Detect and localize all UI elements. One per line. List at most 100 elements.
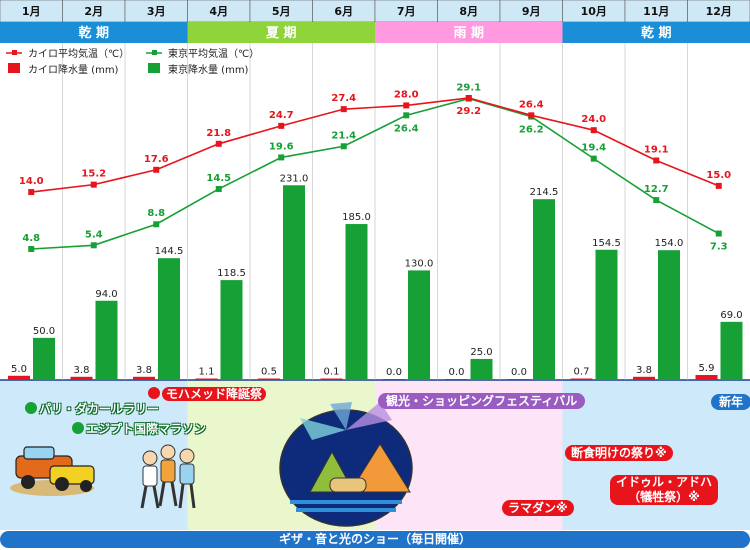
legend-label: 東京降水量 (mm) xyxy=(168,63,249,76)
bar-label-cairo: 0.1 xyxy=(324,367,340,378)
event-dot xyxy=(72,422,84,434)
bar-label-tokyo: 50.0 xyxy=(33,326,55,337)
pyramids-light-show-illustration xyxy=(279,402,413,527)
rally-car-illustration xyxy=(10,446,95,496)
line-point xyxy=(215,185,222,192)
event-mohammed-birthday: モハメッド降誕祭 xyxy=(148,386,267,402)
temp-label-tokyo: 21.4 xyxy=(331,130,356,141)
legend-bar-swatch xyxy=(8,63,20,73)
bar-label-tokyo: 130.0 xyxy=(405,258,434,269)
line-point xyxy=(153,166,160,173)
line-point xyxy=(90,181,97,188)
temp-label-cairo: 15.2 xyxy=(81,169,106,180)
season-band xyxy=(562,22,750,43)
bar-cairo-precip xyxy=(133,376,155,380)
line-tokyo-temp xyxy=(31,97,720,250)
bar-label-tokyo: 94.0 xyxy=(95,289,117,300)
bar-tokyo-precip xyxy=(533,199,555,380)
event-new-year: 新年 xyxy=(711,394,750,410)
line-point xyxy=(403,112,410,119)
bar-tokyo-precip xyxy=(33,337,55,380)
bar-label-tokyo: 214.5 xyxy=(530,187,559,198)
line-point xyxy=(28,189,35,196)
line-point xyxy=(528,112,535,119)
temp-label-cairo: 27.4 xyxy=(331,93,356,104)
line-point xyxy=(215,140,222,147)
month-label: 12月 xyxy=(706,5,732,18)
event-ramadan: ラマダン※ xyxy=(502,500,574,516)
bar-label-cairo: 3.8 xyxy=(74,365,90,376)
line-point xyxy=(590,127,597,134)
bar-label-tokyo: 154.5 xyxy=(592,238,621,249)
bar-tokyo-precip xyxy=(658,250,680,380)
bar-cairo-precip xyxy=(508,379,530,380)
temp-label-tokyo: 19.4 xyxy=(581,143,606,154)
bar-label-cairo: 5.0 xyxy=(11,364,27,375)
bar-cairo-precip xyxy=(258,378,280,380)
temp-label-cairo: 21.8 xyxy=(206,128,231,139)
month-label: 5月 xyxy=(272,5,291,18)
month-label: 8月 xyxy=(459,5,478,18)
bar-tokyo-precip xyxy=(283,185,305,380)
event-shopping-festival: 観光・ショッピングフェスティバル xyxy=(378,393,586,409)
line-point xyxy=(340,143,347,150)
event-dot xyxy=(25,402,37,414)
temp-label-tokyo: 12.7 xyxy=(644,184,669,195)
temp-label-cairo: 24.0 xyxy=(581,114,606,125)
bar-tokyo-precip xyxy=(95,300,118,380)
temp-label-tokyo: 7.3 xyxy=(710,242,728,253)
temp-label-tokyo: 29.1 xyxy=(456,83,481,94)
temp-label-cairo: 14.0 xyxy=(19,176,44,187)
bar-label-tokyo: 144.5 xyxy=(155,246,184,257)
bar-label-cairo: 3.8 xyxy=(136,365,152,376)
temp-label-tokyo: 8.8 xyxy=(147,208,165,219)
bar-label-tokyo: 25.0 xyxy=(470,347,492,358)
bar-label-cairo: 1.1 xyxy=(199,367,215,378)
bar-cairo-precip xyxy=(8,375,30,380)
temp-label-cairo: 17.6 xyxy=(144,154,169,165)
temp-label-cairo: 29.2 xyxy=(456,106,481,117)
season-band xyxy=(187,22,375,43)
month-label: 6月 xyxy=(334,5,353,18)
line-point xyxy=(715,230,722,237)
bar-tokyo-precip xyxy=(158,258,180,380)
bar-cairo-precip xyxy=(570,378,593,380)
bar-tokyo-precip xyxy=(470,358,493,380)
bar-label-cairo: 0.7 xyxy=(574,367,590,378)
temp-label-tokyo: 4.8 xyxy=(22,233,40,244)
month-label: 10月 xyxy=(581,5,607,18)
month-label: 9月 xyxy=(522,5,541,18)
month-label: 7月 xyxy=(397,5,416,18)
legend-label: 東京平均気温（℃） xyxy=(168,47,259,60)
month-label: 2月 xyxy=(84,5,103,18)
line-cairo-temp xyxy=(31,97,720,193)
temp-label-cairo: 24.7 xyxy=(269,110,294,121)
bar-label-tokyo: 231.0 xyxy=(280,173,309,184)
month-label: 1月 xyxy=(22,5,41,18)
season-label: 乾 期 xyxy=(641,25,672,41)
line-point xyxy=(278,122,285,129)
event-eid-adha: イドゥル・アドハ （犠牲祭）※ xyxy=(610,475,719,505)
bar-cairo-precip xyxy=(70,376,93,380)
bar-label-tokyo: 69.0 xyxy=(720,310,742,321)
bar-label-cairo: 5.9 xyxy=(699,363,715,374)
bar-tokyo-precip xyxy=(595,249,618,380)
line-point xyxy=(590,155,597,162)
season-label: 乾 期 xyxy=(78,25,109,41)
bar-cairo-precip xyxy=(320,378,343,380)
line-point xyxy=(653,197,660,204)
bar-cairo-precip xyxy=(695,375,718,380)
season-band xyxy=(375,22,563,43)
event-paris-dakar: パリ・ダカールラリー xyxy=(25,401,159,417)
bar-label-tokyo: 185.0 xyxy=(342,212,371,223)
bar-cairo-precip xyxy=(195,378,218,380)
event-dot xyxy=(148,387,160,399)
season-label: 雨 期 xyxy=(453,26,484,41)
month-label: 3月 xyxy=(147,5,166,18)
season-band xyxy=(0,22,188,43)
bar-tokyo-precip xyxy=(345,224,368,380)
bar-label-cairo: 0.5 xyxy=(261,367,277,378)
bar-cairo-precip xyxy=(445,379,468,380)
line-point xyxy=(653,157,660,164)
season-label: 夏 期 xyxy=(265,26,297,41)
